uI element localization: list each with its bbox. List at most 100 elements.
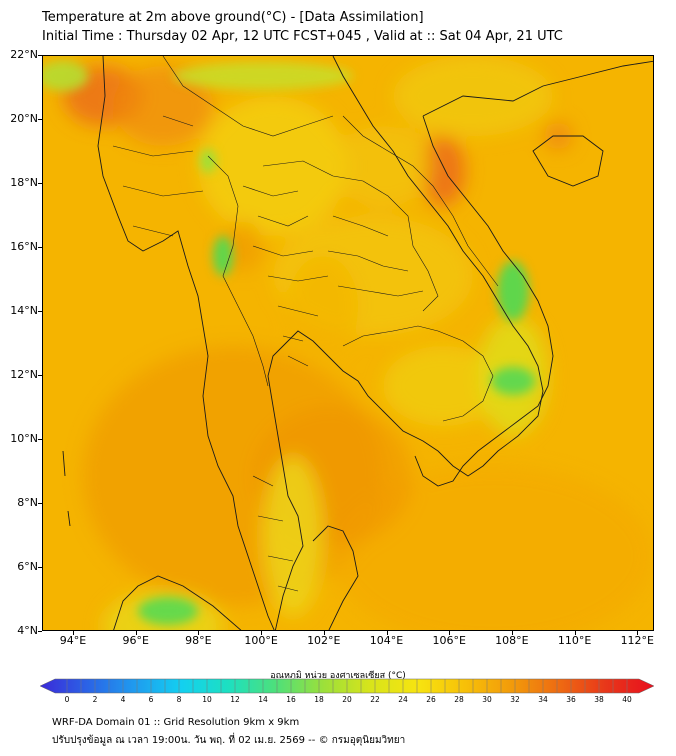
lat-label: 14°N <box>10 304 38 317</box>
colorbar-tick-label: 32 <box>510 695 520 704</box>
coast-sumatra <box>113 575 242 630</box>
lon-label: 94°E <box>59 634 87 647</box>
colorbar-tick-label: 14 <box>258 695 268 704</box>
warm-sea-south-china <box>333 466 653 630</box>
provinces-north <box>242 185 329 282</box>
border-china-myanmar <box>162 56 334 137</box>
coast-malaysia <box>312 525 359 630</box>
border-thailand-myanmar <box>207 155 269 387</box>
lat-tick <box>38 55 42 56</box>
lon-label: 106°E <box>432 634 466 647</box>
lat-label: 8°N <box>17 496 38 509</box>
cold-spot-myanmar-north <box>200 149 216 173</box>
colorbar-tick-label: 10 <box>202 695 212 704</box>
lon-label: 112°E <box>620 634 655 647</box>
cool-land-cambodia <box>383 346 503 426</box>
colorbar-tick-label: 26 <box>426 695 436 704</box>
colorbar-tick-label: 40 <box>622 695 632 704</box>
lat-label: 12°N <box>10 368 38 381</box>
map-title: Temperature at 2m above ground(°C) - [Da… <box>42 8 563 46</box>
colorbar-tick-label: 34 <box>538 695 548 704</box>
lat-tick <box>38 567 42 568</box>
lat-label: 20°N <box>10 112 38 125</box>
colorbar-tick-lines <box>66 679 628 693</box>
lon-tick <box>73 631 74 635</box>
coast-vietnam <box>414 115 554 487</box>
coast-south-china <box>422 60 653 117</box>
colorbar-tick-label: 28 <box>454 695 464 704</box>
lat-label: 6°N <box>17 560 38 573</box>
coast-peninsula-east <box>267 56 544 630</box>
coast-andaman-islands <box>62 450 71 527</box>
lon-tick <box>261 631 263 635</box>
colorbar-tick-label: 2 <box>92 695 98 704</box>
temperature-field-green <box>43 61 535 625</box>
colorbar-tick-label: 20 <box>342 695 352 704</box>
provinces-myanmar <box>112 115 204 237</box>
cool-land-north <box>198 96 348 236</box>
coast-myanmar <box>97 56 275 630</box>
cold-spot-vietnam-highlands <box>497 261 529 321</box>
colorbar-title: อุณหภูมิ หน่วย องศาเซลเซียส (°C) <box>270 671 406 681</box>
coastlines <box>62 56 653 630</box>
lon-tick <box>135 631 137 635</box>
colorbar-tick-label: 38 <box>594 695 604 704</box>
lon-tick <box>323 631 325 635</box>
lon-tick <box>198 631 200 635</box>
cool-land-south-china <box>393 56 553 136</box>
lon-label: 102°E <box>307 634 341 647</box>
lat-label: 10°N <box>10 432 38 445</box>
border-thailand-cambodia <box>342 325 439 347</box>
footer-model-info: WRF-DA Domain 01 :: Grid Resolution 9km … <box>52 717 300 728</box>
lat-tick <box>38 631 42 632</box>
provinces-northeast <box>327 215 424 297</box>
colorbar-tick-label: 30 <box>482 695 492 704</box>
lat-tick <box>38 247 42 248</box>
provinces-central <box>277 305 319 367</box>
lat-label: 18°N <box>10 176 38 189</box>
cold-spot-myanmar-border <box>213 236 233 276</box>
warm-land-central-plain <box>288 256 358 356</box>
lat-label: 4°N <box>17 624 38 637</box>
colorbar-tick-label: 0 <box>64 695 70 704</box>
lon-label: 104°E <box>369 634 404 647</box>
colorbar-tick-label: 36 <box>566 695 576 704</box>
cool-land-laos <box>333 126 433 206</box>
cold-spot-vietnam-south <box>491 367 535 395</box>
colorbar-tick-label: 18 <box>314 695 324 704</box>
lon-tick <box>637 631 639 635</box>
colorbar-tick-label: 8 <box>176 695 182 704</box>
lon-label: 100°E <box>244 634 278 647</box>
cold-spot-sumatra <box>138 597 198 625</box>
warm-land-north-thailand <box>223 221 263 271</box>
title-line-2: Initial Time : Thursday 02 Apr, 12 UTC F… <box>42 29 563 44</box>
border-laos-vietnam <box>342 115 499 287</box>
lon-tick <box>574 631 576 635</box>
lat-tick <box>38 311 42 312</box>
colorbar-tick-label: 22 <box>370 695 380 704</box>
lon-label: 110°E <box>557 634 592 647</box>
temperature-map <box>42 55 654 631</box>
lon-label: 108°E <box>495 634 529 647</box>
lat-tick <box>38 375 42 376</box>
temperature-field-patterns <box>63 56 653 630</box>
lat-tick <box>38 439 42 440</box>
map-canvas <box>43 56 653 630</box>
lon-tick <box>386 631 388 635</box>
lat-tick <box>38 183 42 184</box>
lat-label: 22°N <box>10 48 38 61</box>
border-thailand-laos <box>262 160 439 312</box>
colorbar <box>40 678 654 694</box>
lon-label: 96°E <box>122 634 149 647</box>
colorbar-tick-label: 4 <box>120 695 126 704</box>
coast-hainan <box>532 135 604 187</box>
lat-tick <box>38 119 42 120</box>
colorbar-tick-label: 24 <box>398 695 408 704</box>
provinces-south <box>252 475 299 592</box>
colorbar-tick-label: 12 <box>230 695 240 704</box>
lon-tick <box>511 631 513 635</box>
mild-area-vietnam-north <box>173 62 353 90</box>
lat-tick <box>38 503 42 504</box>
title-line-1: Temperature at 2m above ground(°C) - [Da… <box>42 10 424 25</box>
admin-borders <box>112 56 499 592</box>
